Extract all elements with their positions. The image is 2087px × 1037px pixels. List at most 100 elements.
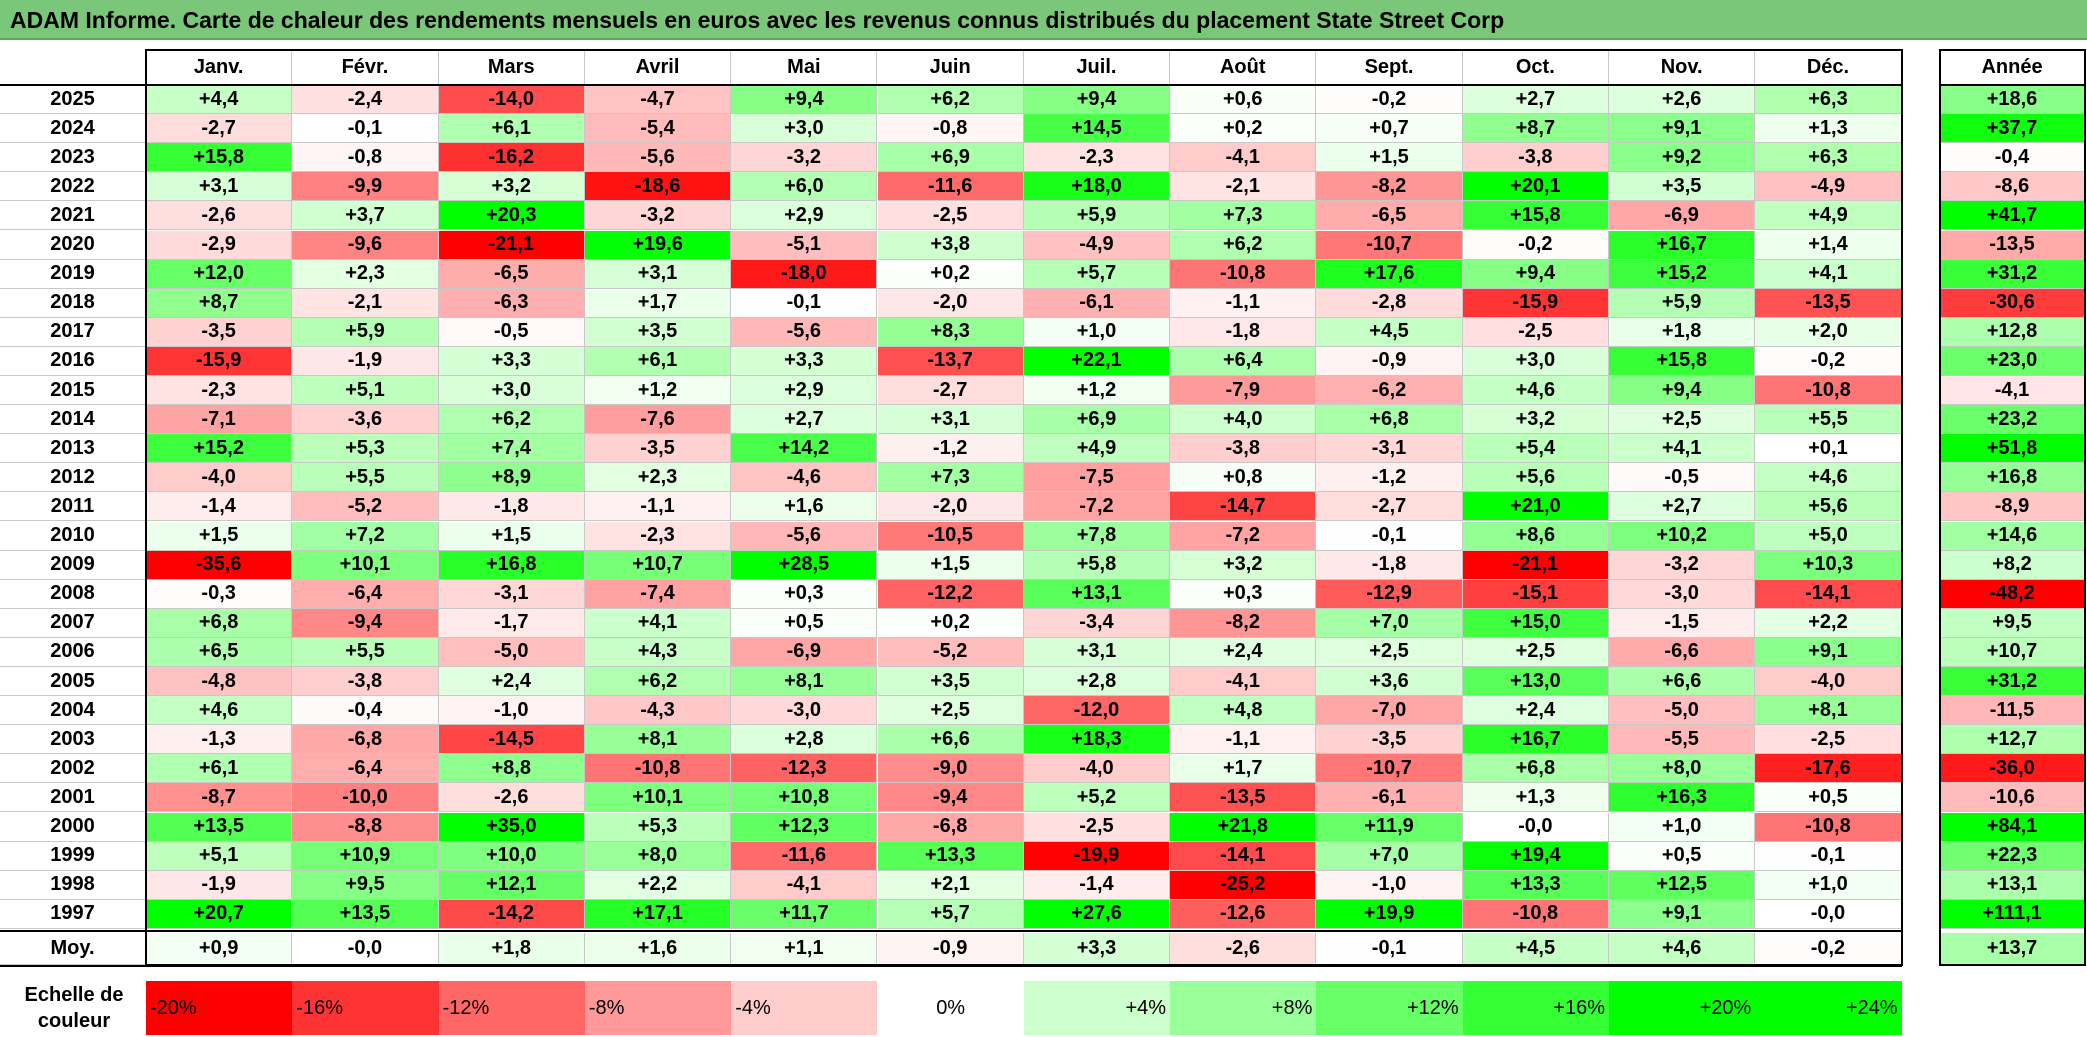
heatmap-cell: +6,8 bbox=[1316, 405, 1463, 435]
annual-cell: +13,1 bbox=[1940, 870, 2085, 900]
annual-cell: +12,7 bbox=[1940, 725, 2085, 755]
heatmap-cell: +2,4 bbox=[1170, 637, 1317, 667]
heatmap-cell: +3,5 bbox=[1609, 172, 1756, 202]
heatmap-cell: -21,1 bbox=[1462, 550, 1609, 580]
heatmap-cell: -0,8 bbox=[877, 114, 1024, 144]
heatmap-cell: +18,3 bbox=[1023, 725, 1171, 755]
annual-cell: -13,5 bbox=[1940, 230, 2085, 260]
heatmap-cell: -0,0 bbox=[1755, 899, 1902, 929]
heatmap-cell: -14,5 bbox=[438, 725, 585, 755]
heatmap-cell: -1,8 bbox=[438, 492, 585, 522]
heatmap-cell: -1,9 bbox=[292, 346, 439, 376]
heatmap-cell: +0,8 bbox=[1170, 463, 1317, 493]
average-bottom-rule bbox=[0, 964, 1902, 967]
year-label: 2019 bbox=[0, 259, 146, 289]
column-header-12: Déc. bbox=[1755, 50, 1902, 85]
heatmap-cell: -2,6 bbox=[438, 783, 585, 813]
heatmap-cell: -10,8 bbox=[1170, 259, 1317, 289]
heatmap-cell: -1,8 bbox=[1316, 550, 1463, 580]
color-scale-swatch: -4% bbox=[731, 981, 878, 1035]
heatmap-cell: +5,6 bbox=[1755, 492, 1902, 522]
heatmap-cell: +4,5 bbox=[1316, 317, 1463, 347]
heatmap-cell: +0,5 bbox=[1755, 783, 1902, 813]
heatmap-cell: +6,6 bbox=[877, 725, 1024, 755]
heatmap-cell: -1,9 bbox=[146, 870, 293, 900]
average-row-label: Moy. bbox=[0, 932, 146, 965]
year-column-top-rule bbox=[0, 84, 146, 86]
heatmap-cell: -4,0 bbox=[1755, 667, 1902, 697]
heatmap-cell: -12,3 bbox=[731, 754, 878, 784]
heatmap-cell: -3,2 bbox=[584, 201, 732, 231]
heatmap-cell: -6,9 bbox=[731, 637, 878, 667]
heatmap-cell: +13,5 bbox=[146, 812, 293, 842]
heatmap-cell: +5,0 bbox=[1755, 521, 1902, 551]
heatmap-cell: +1,7 bbox=[584, 288, 732, 318]
heatmap-cell: +15,0 bbox=[1462, 608, 1609, 638]
year-label: 2021 bbox=[0, 201, 146, 231]
year-label: 2013 bbox=[0, 434, 146, 464]
heatmap-cell: -5,2 bbox=[292, 492, 439, 522]
heatmap-cell: -7,2 bbox=[1023, 492, 1171, 522]
heatmap-cell: +2,3 bbox=[292, 259, 439, 289]
heatmap-cell: +6,9 bbox=[1023, 405, 1171, 435]
heatmap-cell: +0,2 bbox=[877, 259, 1024, 289]
average-cell: +1,8 bbox=[438, 932, 585, 965]
heatmap-cell: +3,0 bbox=[438, 376, 585, 406]
annual-cell: +10,7 bbox=[1940, 637, 2085, 667]
heatmap-cell: +10,9 bbox=[292, 841, 439, 871]
year-label: 2001 bbox=[0, 783, 146, 813]
heatmap-cell: -2,1 bbox=[292, 288, 439, 318]
heatmap-cell: +5,7 bbox=[877, 899, 1024, 929]
color-scale-swatch: -16% bbox=[292, 981, 439, 1035]
heatmap-cell: +21,8 bbox=[1170, 812, 1317, 842]
heatmap-cell: +12,1 bbox=[438, 870, 585, 900]
annual-cell: +9,5 bbox=[1940, 608, 2085, 638]
heatmap-cell: -7,1 bbox=[146, 405, 293, 435]
color-scale-label-line1: Echelle de bbox=[24, 984, 124, 1006]
heatmap-cell: +2,2 bbox=[1755, 608, 1902, 638]
heatmap-cell: -7,6 bbox=[584, 405, 732, 435]
heatmap-cell: +17,6 bbox=[1316, 259, 1463, 289]
heatmap-cell: +4,6 bbox=[1755, 463, 1902, 493]
heatmap-cell: +8,0 bbox=[1609, 754, 1756, 784]
heatmap-cell: +9,4 bbox=[1462, 259, 1609, 289]
year-label: 2022 bbox=[0, 172, 146, 202]
heatmap-cell: -3,8 bbox=[1170, 434, 1317, 464]
heatmap-cell: -0,1 bbox=[731, 288, 878, 318]
heatmap-cell: -5,0 bbox=[1609, 696, 1756, 726]
heatmap-cell: +1,5 bbox=[877, 550, 1024, 580]
heatmap-cell: -17,6 bbox=[1755, 754, 1902, 784]
heatmap-cell: -4,0 bbox=[1023, 754, 1171, 784]
average-cell: -0,9 bbox=[877, 932, 1024, 965]
average-cell: +1,1 bbox=[731, 932, 878, 965]
heatmap-cell: +20,1 bbox=[1462, 172, 1609, 202]
heatmap-cell: -1,7 bbox=[438, 608, 585, 638]
average-cell: +0,9 bbox=[146, 932, 293, 965]
heatmap-cell: +0,1 bbox=[1755, 434, 1902, 464]
heatmap-cell: -0,1 bbox=[1755, 841, 1902, 871]
color-scale-swatch: +16% bbox=[1462, 981, 1609, 1035]
annual-cell: +18,6 bbox=[1940, 85, 2085, 115]
color-scale-swatch: -8% bbox=[584, 981, 732, 1035]
heatmap-cell: -12,9 bbox=[1316, 579, 1463, 609]
heatmap-cell: -1,8 bbox=[1170, 317, 1317, 347]
heatmap-cell: -3,5 bbox=[584, 434, 732, 464]
heatmap-cell: +1,5 bbox=[146, 521, 293, 551]
annual-cell: -10,6 bbox=[1940, 783, 2085, 813]
annual-cell: +31,2 bbox=[1940, 667, 2085, 697]
year-label: 1997 bbox=[0, 899, 146, 929]
heatmap-cell: +8,1 bbox=[731, 667, 878, 697]
heatmap-cell: -14,0 bbox=[438, 85, 585, 115]
heatmap-cell: +17,1 bbox=[584, 899, 732, 929]
annual-cell: +16,8 bbox=[1940, 463, 2085, 493]
heatmap-cell: +15,2 bbox=[146, 434, 293, 464]
average-cell: -0,0 bbox=[292, 932, 439, 965]
heatmap-cell: -0,4 bbox=[292, 696, 439, 726]
heatmap-cell: +9,1 bbox=[1755, 637, 1902, 667]
heatmap-cell: +21,0 bbox=[1462, 492, 1609, 522]
color-scale-swatch: +12% bbox=[1316, 981, 1463, 1035]
year-label: 2000 bbox=[0, 812, 146, 842]
annual-cell: +8,2 bbox=[1940, 550, 2085, 580]
annual-cell: -8,6 bbox=[1940, 172, 2085, 202]
heatmap-cell: -1,1 bbox=[584, 492, 732, 522]
